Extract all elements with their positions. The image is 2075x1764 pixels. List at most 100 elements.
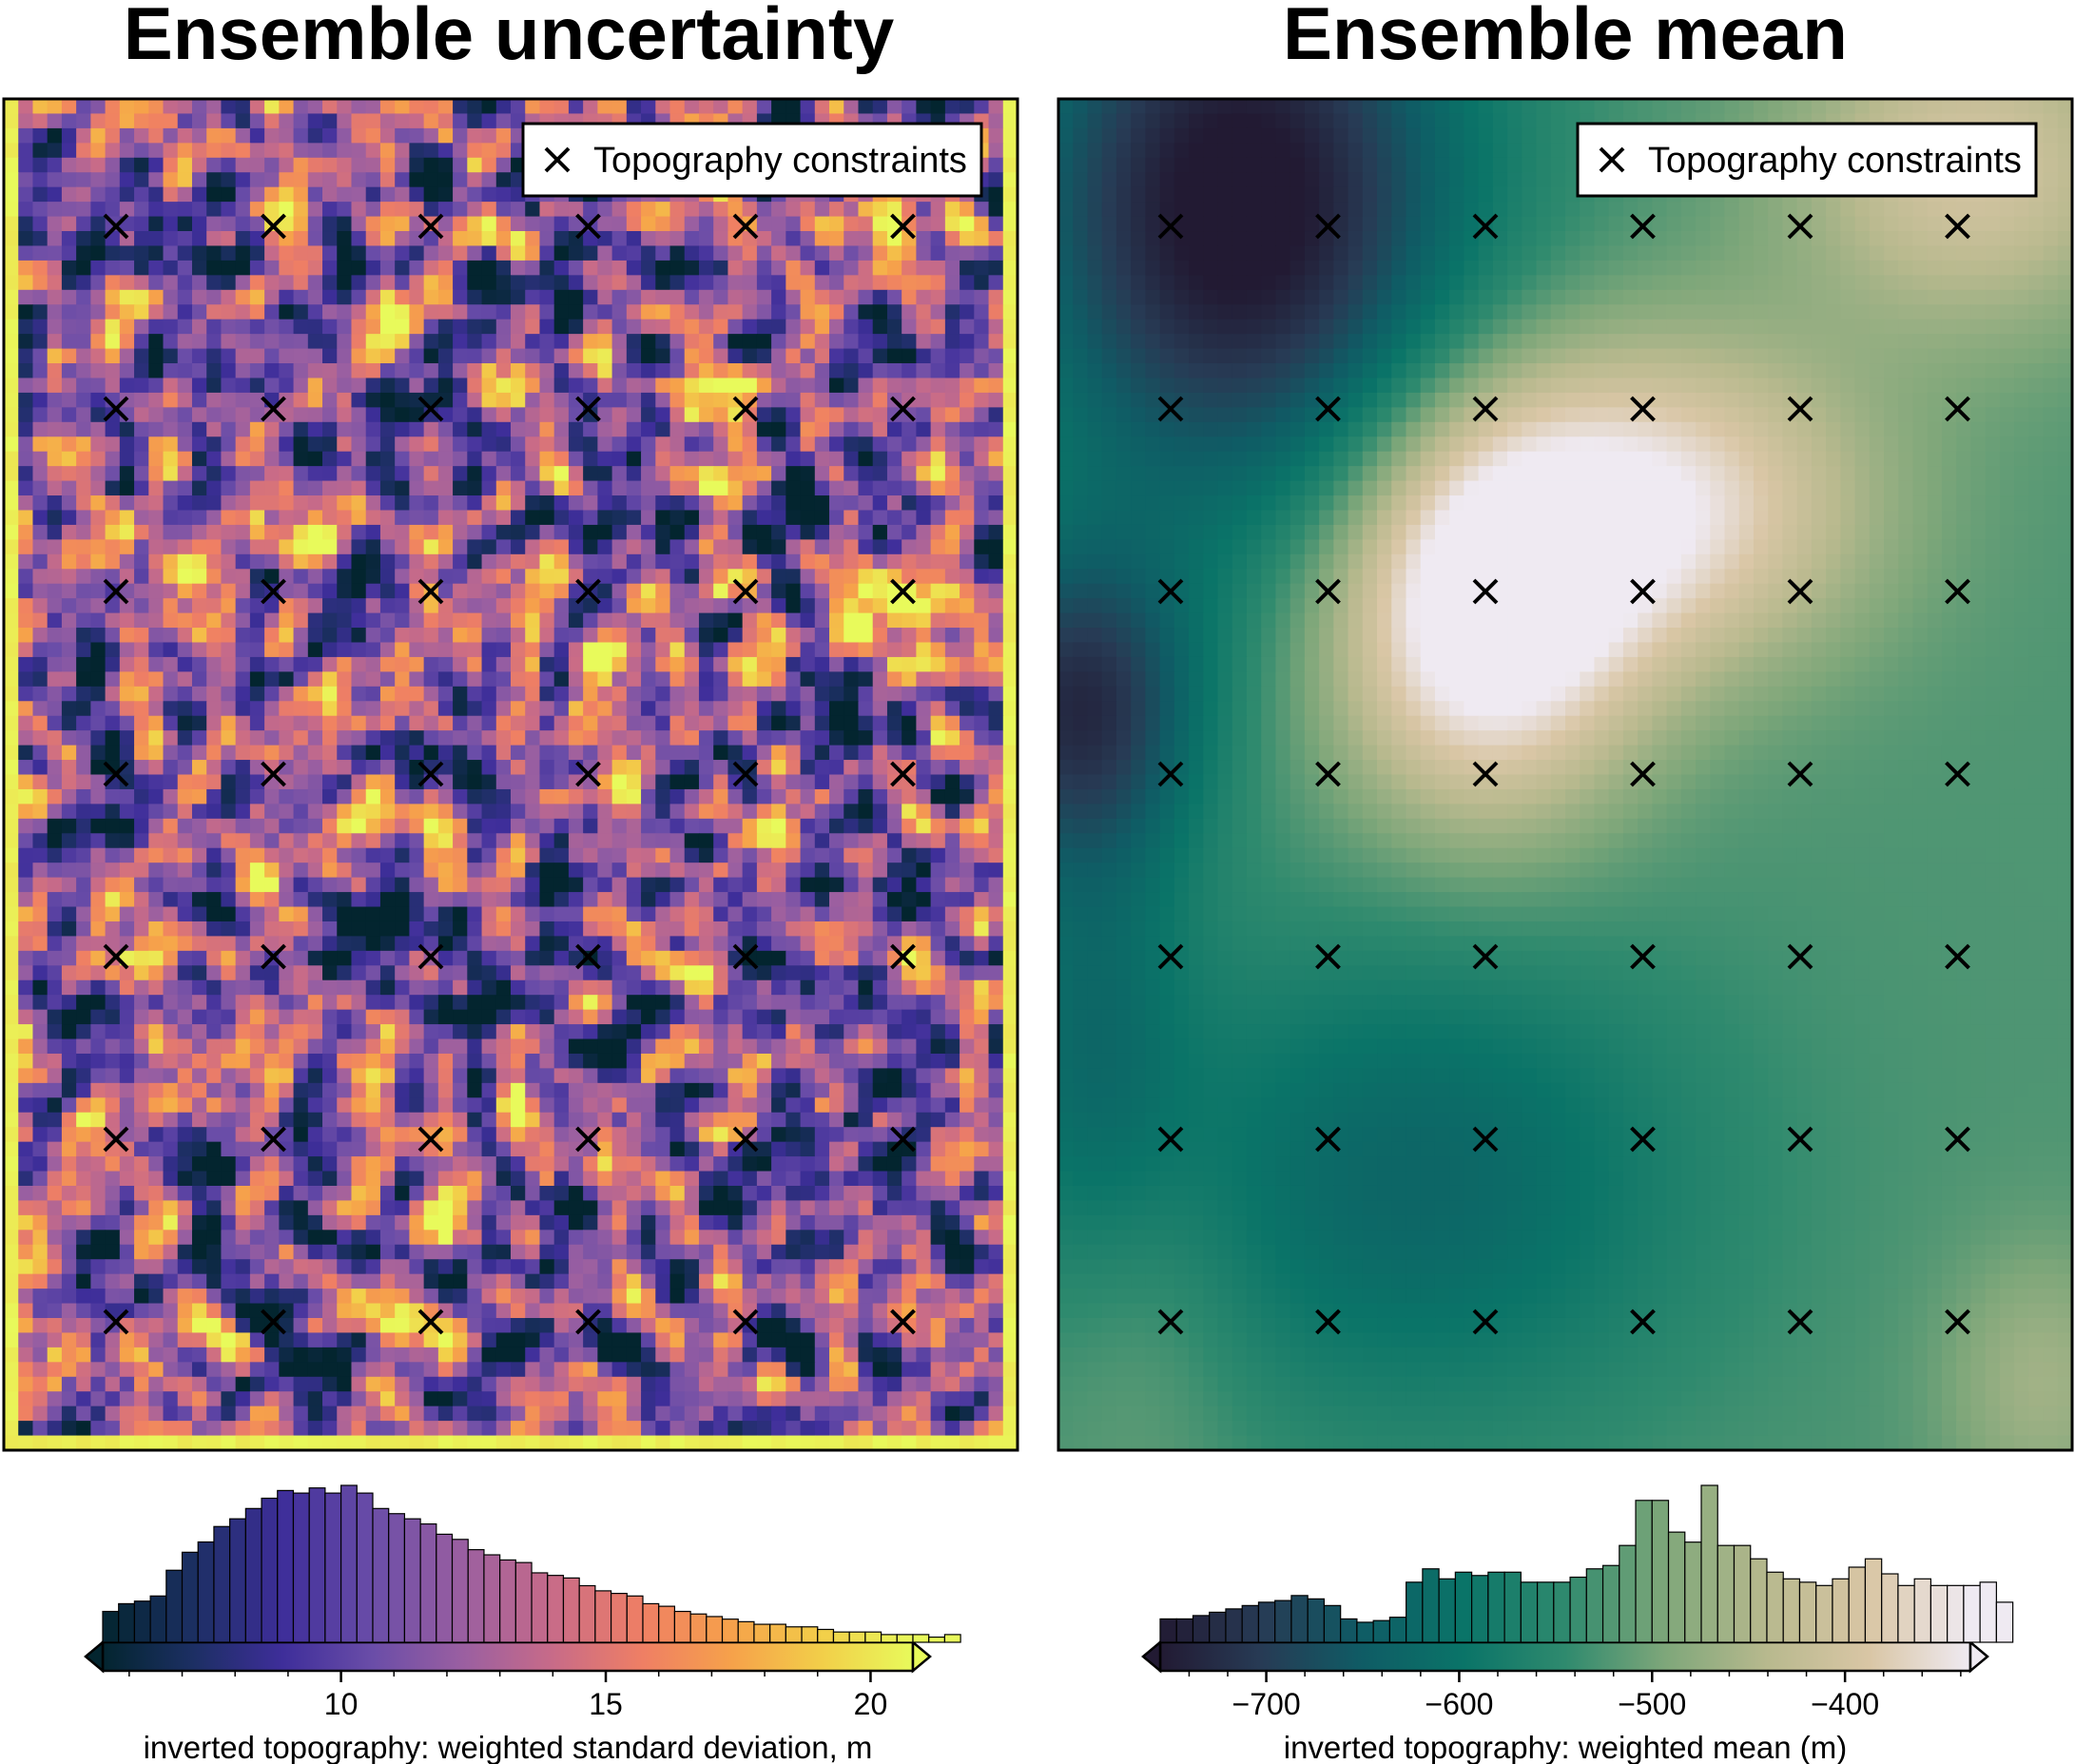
map-cell	[944, 612, 960, 629]
map-cell	[553, 392, 570, 408]
map-cell	[539, 245, 555, 262]
map-cell	[727, 760, 744, 776]
map-cell	[279, 877, 295, 893]
map-cell	[611, 628, 628, 644]
map-cell	[844, 745, 860, 761]
map-cell	[90, 642, 107, 658]
map-cell	[322, 788, 338, 804]
map-cell	[858, 628, 874, 644]
map-cell	[249, 231, 265, 247]
map-cell	[844, 642, 860, 658]
map-cell	[4, 436, 19, 453]
map-cell	[18, 319, 34, 335]
map-cell	[249, 157, 265, 173]
map-cell	[960, 863, 975, 879]
map-cell	[134, 863, 149, 879]
map-cell	[814, 363, 830, 379]
map-cell	[337, 804, 353, 820]
map-cell	[18, 348, 34, 364]
map-cell	[568, 569, 584, 585]
map-cell	[47, 745, 63, 761]
map-cell	[960, 1097, 975, 1114]
map-cell	[727, 1009, 744, 1025]
map-cell	[626, 760, 642, 776]
map-cell	[119, 113, 135, 129]
map-cell	[453, 260, 468, 276]
map-cell	[916, 598, 932, 614]
map-cell	[742, 1082, 758, 1098]
map-cell	[90, 436, 107, 453]
map-cell	[814, 818, 830, 834]
map-cell	[525, 99, 541, 115]
map-cell	[829, 1038, 844, 1055]
map-cell	[61, 804, 77, 820]
map-cell	[307, 804, 323, 820]
map-cell	[525, 906, 541, 922]
map-cell	[655, 906, 671, 922]
map-cell	[960, 979, 975, 996]
map-cell	[844, 245, 860, 262]
map-cell	[264, 436, 280, 453]
map-cell	[611, 202, 628, 218]
map-cell	[583, 480, 598, 496]
map-cell	[32, 319, 48, 335]
map-cell	[351, 216, 367, 232]
map-cell	[974, 378, 990, 394]
map-cell	[495, 1009, 512, 1025]
map-cell	[988, 788, 1004, 804]
map-cell	[351, 245, 367, 262]
map-cell	[1002, 186, 1018, 203]
map-cell	[395, 847, 410, 863]
map-cell	[453, 833, 468, 849]
map-cell	[626, 774, 642, 790]
map-cell	[279, 1112, 295, 1128]
map-cell	[279, 348, 295, 364]
map-cell	[583, 921, 598, 938]
map-cell	[597, 715, 613, 731]
map-cell	[568, 304, 584, 320]
map-cell	[235, 1024, 251, 1040]
map-cell	[829, 304, 844, 320]
map-cell	[365, 701, 381, 717]
map-cell	[539, 99, 555, 115]
map-cell	[351, 1097, 367, 1114]
map-cell	[32, 436, 48, 453]
map-cell	[395, 788, 410, 804]
map-cell	[134, 804, 149, 820]
map-cell	[395, 407, 410, 423]
map-cell	[467, 833, 483, 849]
map-cell	[423, 1082, 439, 1098]
map-cell	[481, 127, 497, 144]
map-cell	[148, 1097, 165, 1114]
map-cell	[177, 583, 193, 599]
map-cell	[191, 392, 207, 408]
map-cell	[235, 334, 251, 350]
map-cell	[163, 1038, 179, 1055]
map-cell	[800, 1082, 816, 1098]
map-cell	[423, 451, 439, 467]
map-cell	[669, 686, 686, 702]
map-cell	[829, 730, 844, 746]
map-cell	[4, 569, 19, 585]
map-cell	[944, 892, 960, 908]
map-cell	[597, 656, 613, 672]
map-cell	[655, 656, 671, 672]
map-cell	[437, 701, 454, 717]
map-cell	[611, 877, 628, 893]
map-cell	[858, 730, 874, 746]
map-cell	[1002, 745, 1018, 761]
map-cell	[119, 745, 135, 761]
map-cell	[18, 1127, 34, 1143]
map-cell	[177, 495, 193, 512]
map-cell	[742, 804, 758, 820]
map-cell	[18, 1141, 34, 1157]
map-cell	[742, 979, 758, 996]
map-cell	[800, 921, 816, 938]
map-cell	[293, 127, 309, 144]
map-cell	[293, 1127, 309, 1143]
map-cell	[858, 216, 874, 232]
map-cell	[495, 421, 512, 437]
map-cell	[148, 745, 165, 761]
map-cell	[539, 656, 555, 672]
map-cell	[148, 99, 165, 115]
